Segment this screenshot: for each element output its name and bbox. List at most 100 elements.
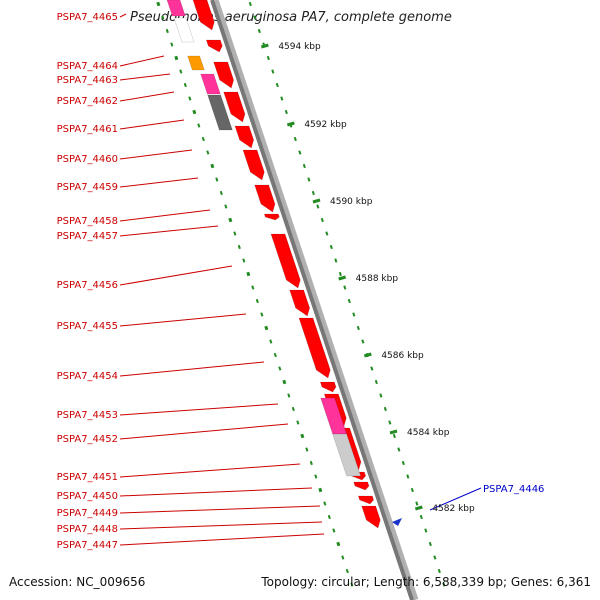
tick-mark [419, 514, 423, 520]
tick-mark [255, 298, 259, 304]
label-leader-line [119, 403, 279, 416]
tick-mark [156, 1, 161, 7]
tick-mark [316, 204, 320, 209]
label-leader-line [119, 119, 185, 130]
tick-mark [219, 190, 223, 196]
tick-mark [260, 312, 264, 317]
tick-mark [424, 528, 428, 533]
gene-features [166, 0, 402, 529]
scale-major-tick [414, 505, 423, 511]
gene-label[interactable]: PSPA7_4450 [57, 491, 118, 502]
gene-label[interactable]: PSPA7_4446 [483, 484, 544, 495]
gene-label[interactable]: PSPA7_4457 [57, 231, 118, 242]
gene-feature [192, 0, 215, 31]
label-leader-line [119, 13, 127, 18]
backbone-shadow [211, 0, 419, 600]
tick-mark [428, 541, 432, 547]
tick-mark [242, 258, 246, 263]
gene-label[interactable]: PSPA7_4463 [57, 75, 118, 86]
tick-mark [314, 474, 318, 479]
gene-label[interactable]: PSPA7_4456 [57, 280, 118, 291]
tick-mark [206, 150, 210, 155]
gene-label[interactable]: PSPA7_4461 [57, 124, 118, 135]
scale-major-tick [286, 121, 295, 127]
tick-mark [437, 568, 441, 574]
tick-mark [370, 366, 374, 371]
tick-mark [442, 582, 446, 587]
gene-label[interactable]: PSPA7_4448 [57, 524, 118, 535]
gene-feature [298, 317, 331, 379]
gene-feature [200, 73, 221, 95]
tick-mark [278, 366, 282, 371]
scale-label: 4594 kbp [278, 42, 321, 52]
tick-mark [257, 28, 261, 34]
gene-label[interactable]: PSPA7_4460 [57, 154, 118, 165]
tick-mark [287, 393, 291, 398]
tick-mark [253, 15, 257, 20]
tick-mark [233, 231, 237, 236]
tick-mark [165, 28, 169, 34]
gene-label[interactable]: PSPA7_4465 [57, 12, 118, 23]
tick-mark [392, 433, 396, 439]
tick-mark [293, 136, 297, 142]
tick-mark [341, 555, 345, 560]
label-leader-line [119, 313, 247, 327]
gene-feature [173, 17, 195, 43]
gene-label[interactable]: PSPA7_4459 [57, 182, 118, 193]
tick-mark [264, 325, 269, 331]
tick-mark [273, 352, 277, 358]
tick-mark [215, 177, 219, 182]
gene-label[interactable]: PSPA7_4458 [57, 216, 118, 227]
gene-feature [207, 94, 233, 131]
tick-mark [201, 136, 205, 142]
tick-mark [309, 460, 313, 466]
label-leader-line [119, 533, 325, 546]
topology-text: Topology: circular; Length: 6,588,339 bp… [261, 575, 591, 589]
tick-mark [397, 447, 401, 452]
gene-labels: PSPA7_4465 PSPA7_4464 PSPA7_4463 PSPA7_4462… [57, 12, 545, 551]
scale-label: 4586 kbp [381, 351, 424, 361]
tick-mark [237, 244, 241, 250]
scale-label: 4584 kbp [407, 428, 450, 438]
gene-feature [353, 481, 370, 491]
tick-mark [352, 312, 356, 317]
tick-mark [210, 163, 215, 169]
tick-mark [311, 190, 315, 196]
scale-major-tick [338, 275, 347, 281]
scale-label: 4588 kbp [356, 274, 399, 284]
tick-mark [246, 271, 251, 277]
gene-feature [242, 149, 265, 181]
gene-label[interactable]: PSPA7_4455 [57, 321, 118, 332]
gene-label[interactable]: PSPA7_4453 [57, 410, 118, 421]
gene-label[interactable]: PSPA7_4464 [57, 61, 118, 72]
label-leader-line [119, 521, 323, 530]
gene-label[interactable]: PSPA7_4449 [57, 508, 118, 519]
tick-mark [275, 82, 279, 88]
label-leader-line [119, 265, 233, 286]
tick-mark [374, 379, 378, 385]
tick-mark [320, 217, 324, 223]
selected-gene-marker [392, 518, 402, 526]
scale-major-tick [389, 429, 398, 435]
tick-mark [179, 69, 183, 74]
gene-label[interactable]: PSPA7_4447 [57, 540, 118, 551]
label-leader-line [119, 149, 193, 160]
scale-major-tick [363, 352, 372, 358]
gene-feature [361, 505, 381, 529]
gene-label[interactable]: PSPA7_4451 [57, 472, 118, 483]
tick-mark [224, 204, 228, 209]
gene-label[interactable]: PSPA7_4452 [57, 434, 118, 445]
label-leader-line [119, 91, 175, 102]
tick-mark [347, 298, 351, 304]
tick-mark [300, 433, 305, 439]
tick-mark [343, 285, 347, 290]
tick-mark [406, 474, 410, 479]
gene-label[interactable]: PSPA7_4462 [57, 96, 118, 107]
label-leader-line [119, 463, 301, 478]
tick-mark [318, 487, 323, 493]
tick-mark [248, 1, 252, 7]
tick-mark [345, 568, 349, 574]
tick-mark [323, 501, 327, 506]
tick-mark [291, 406, 295, 412]
gene-label[interactable]: PSPA7_4454 [57, 371, 118, 382]
